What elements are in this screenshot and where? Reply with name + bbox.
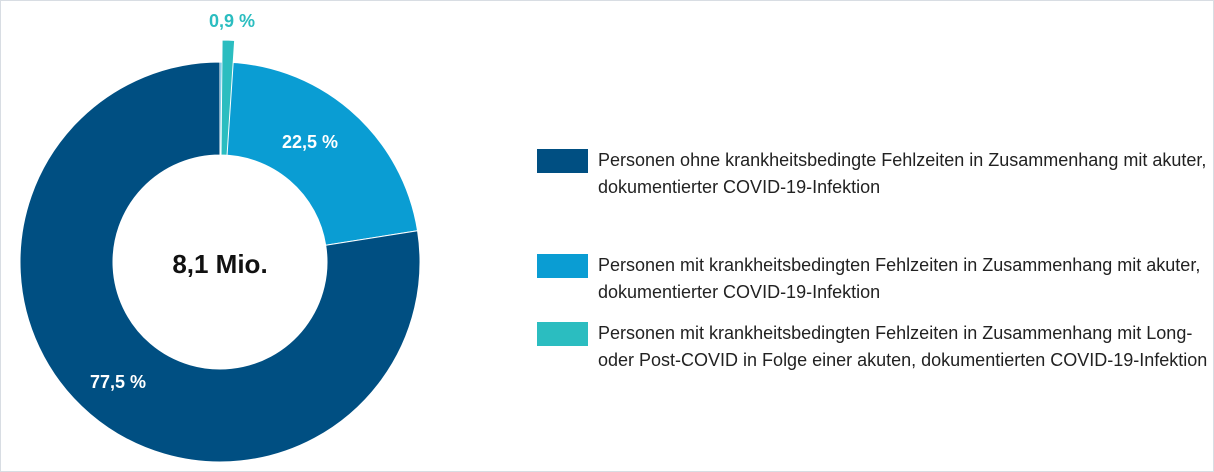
- legend-swatch: [537, 149, 588, 173]
- donut-slice: [19, 61, 421, 463]
- donut-slice: [219, 61, 419, 246]
- legend-item: Personen ohne krankheitsbedingte Fehlzei…: [537, 147, 1208, 201]
- value-label: 77,5 %: [90, 372, 146, 392]
- legend-label: Personen ohne krankheitsbedingte Fehlzei…: [598, 150, 1207, 197]
- legend-swatch: [537, 322, 588, 346]
- legend-swatch: [537, 254, 588, 278]
- legend-item: Personen mit krankheitsbedingten Fehlzei…: [537, 320, 1208, 374]
- legend-label: Personen mit krankheitsbedingten Fehlzei…: [598, 323, 1208, 370]
- legend-item: Personen mit krankheitsbedingten Fehlzei…: [537, 252, 1208, 306]
- center-label: 8,1 Mio.: [172, 249, 267, 279]
- value-label: 0,9 %: [209, 11, 255, 31]
- value-label: 22,5 %: [282, 132, 338, 152]
- legend-label: Personen mit krankheitsbedingten Fehlzei…: [598, 255, 1201, 302]
- donut-slice: [220, 39, 236, 156]
